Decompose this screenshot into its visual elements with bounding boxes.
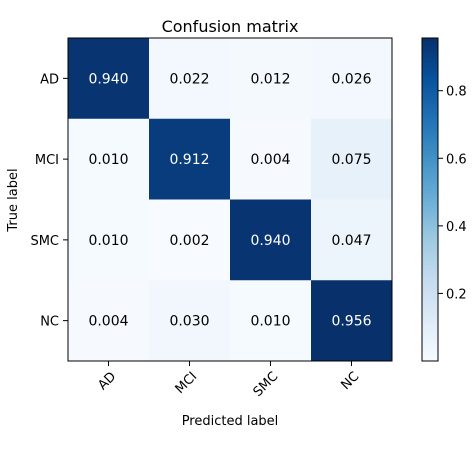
y-tick-label: NC xyxy=(40,315,59,330)
heatmap-cell xyxy=(149,118,231,200)
heatmap-cell xyxy=(149,38,231,120)
heatmap-cell xyxy=(230,199,312,281)
heatmap-cells xyxy=(68,38,393,362)
heatmap-cell xyxy=(230,38,312,120)
y-axis-label: True label xyxy=(6,168,21,232)
cell-value-label: 0.047 xyxy=(331,233,371,249)
colorbar xyxy=(421,37,439,362)
heatmap-cell xyxy=(230,118,312,200)
chart-title: Confusion matrix xyxy=(162,17,299,36)
x-axis-ticks: AD MCI SMC NC xyxy=(95,361,362,400)
heatmap-cell xyxy=(230,280,312,362)
cell-value-label: 0.010 xyxy=(250,314,290,330)
plot-frame xyxy=(67,37,393,362)
cell-value-label: 0.012 xyxy=(250,71,290,87)
colorbar-ticks: 0.2 0.4 0.6 0.8 xyxy=(438,85,467,302)
x-axis-label: Predicted label xyxy=(182,414,279,429)
x-tick-label: MCI xyxy=(173,369,201,397)
colorbar-tick-label: 0.8 xyxy=(446,85,467,100)
y-tick-label: MCI xyxy=(35,153,59,168)
cell-value-label: 0.030 xyxy=(169,314,209,330)
colorbar-tick-label: 0.4 xyxy=(446,220,467,235)
cell-value-label: 0.010 xyxy=(88,233,128,249)
cell-value-label: 0.956 xyxy=(331,314,371,330)
cell-value-label: 0.010 xyxy=(88,152,128,168)
cell-value-label: 0.075 xyxy=(331,152,371,168)
cell-value-labels: 0.940 0.022 0.012 0.026 0.010 0.912 0.004 0.075… xyxy=(88,71,371,329)
cell-value-label: 0.002 xyxy=(169,233,209,249)
heatmap-cell xyxy=(68,280,150,362)
heatmap-cell xyxy=(68,199,150,281)
x-tick-label: SMC xyxy=(251,369,282,400)
x-tick-label: AD xyxy=(95,369,119,393)
heatmap-cell xyxy=(149,280,231,362)
heatmap-cell xyxy=(311,199,393,281)
cell-value-label: 0.004 xyxy=(250,152,290,168)
y-axis-ticks: AD MCI SMC NC xyxy=(30,72,68,330)
heatmap-cell xyxy=(68,38,150,120)
cell-value-label: 0.026 xyxy=(331,71,371,87)
heatmap-cell xyxy=(311,118,393,200)
y-tick-label: AD xyxy=(40,72,59,87)
y-tick-label: SMC xyxy=(30,234,59,249)
heatmap-cell xyxy=(149,199,231,281)
cell-value-label: 0.940 xyxy=(88,71,128,87)
colorbar-tick-label: 0.2 xyxy=(446,287,467,302)
cell-value-label: 0.004 xyxy=(88,314,128,330)
heatmap-cell xyxy=(311,38,393,120)
heatmap-cell xyxy=(311,280,393,362)
heatmap-cell xyxy=(68,118,150,200)
cell-value-label: 0.912 xyxy=(169,152,209,168)
x-tick-label: NC xyxy=(338,369,362,393)
cell-value-label: 0.022 xyxy=(169,71,209,87)
cell-value-label: 0.940 xyxy=(250,233,290,249)
colorbar-tick-label: 0.6 xyxy=(446,152,467,167)
